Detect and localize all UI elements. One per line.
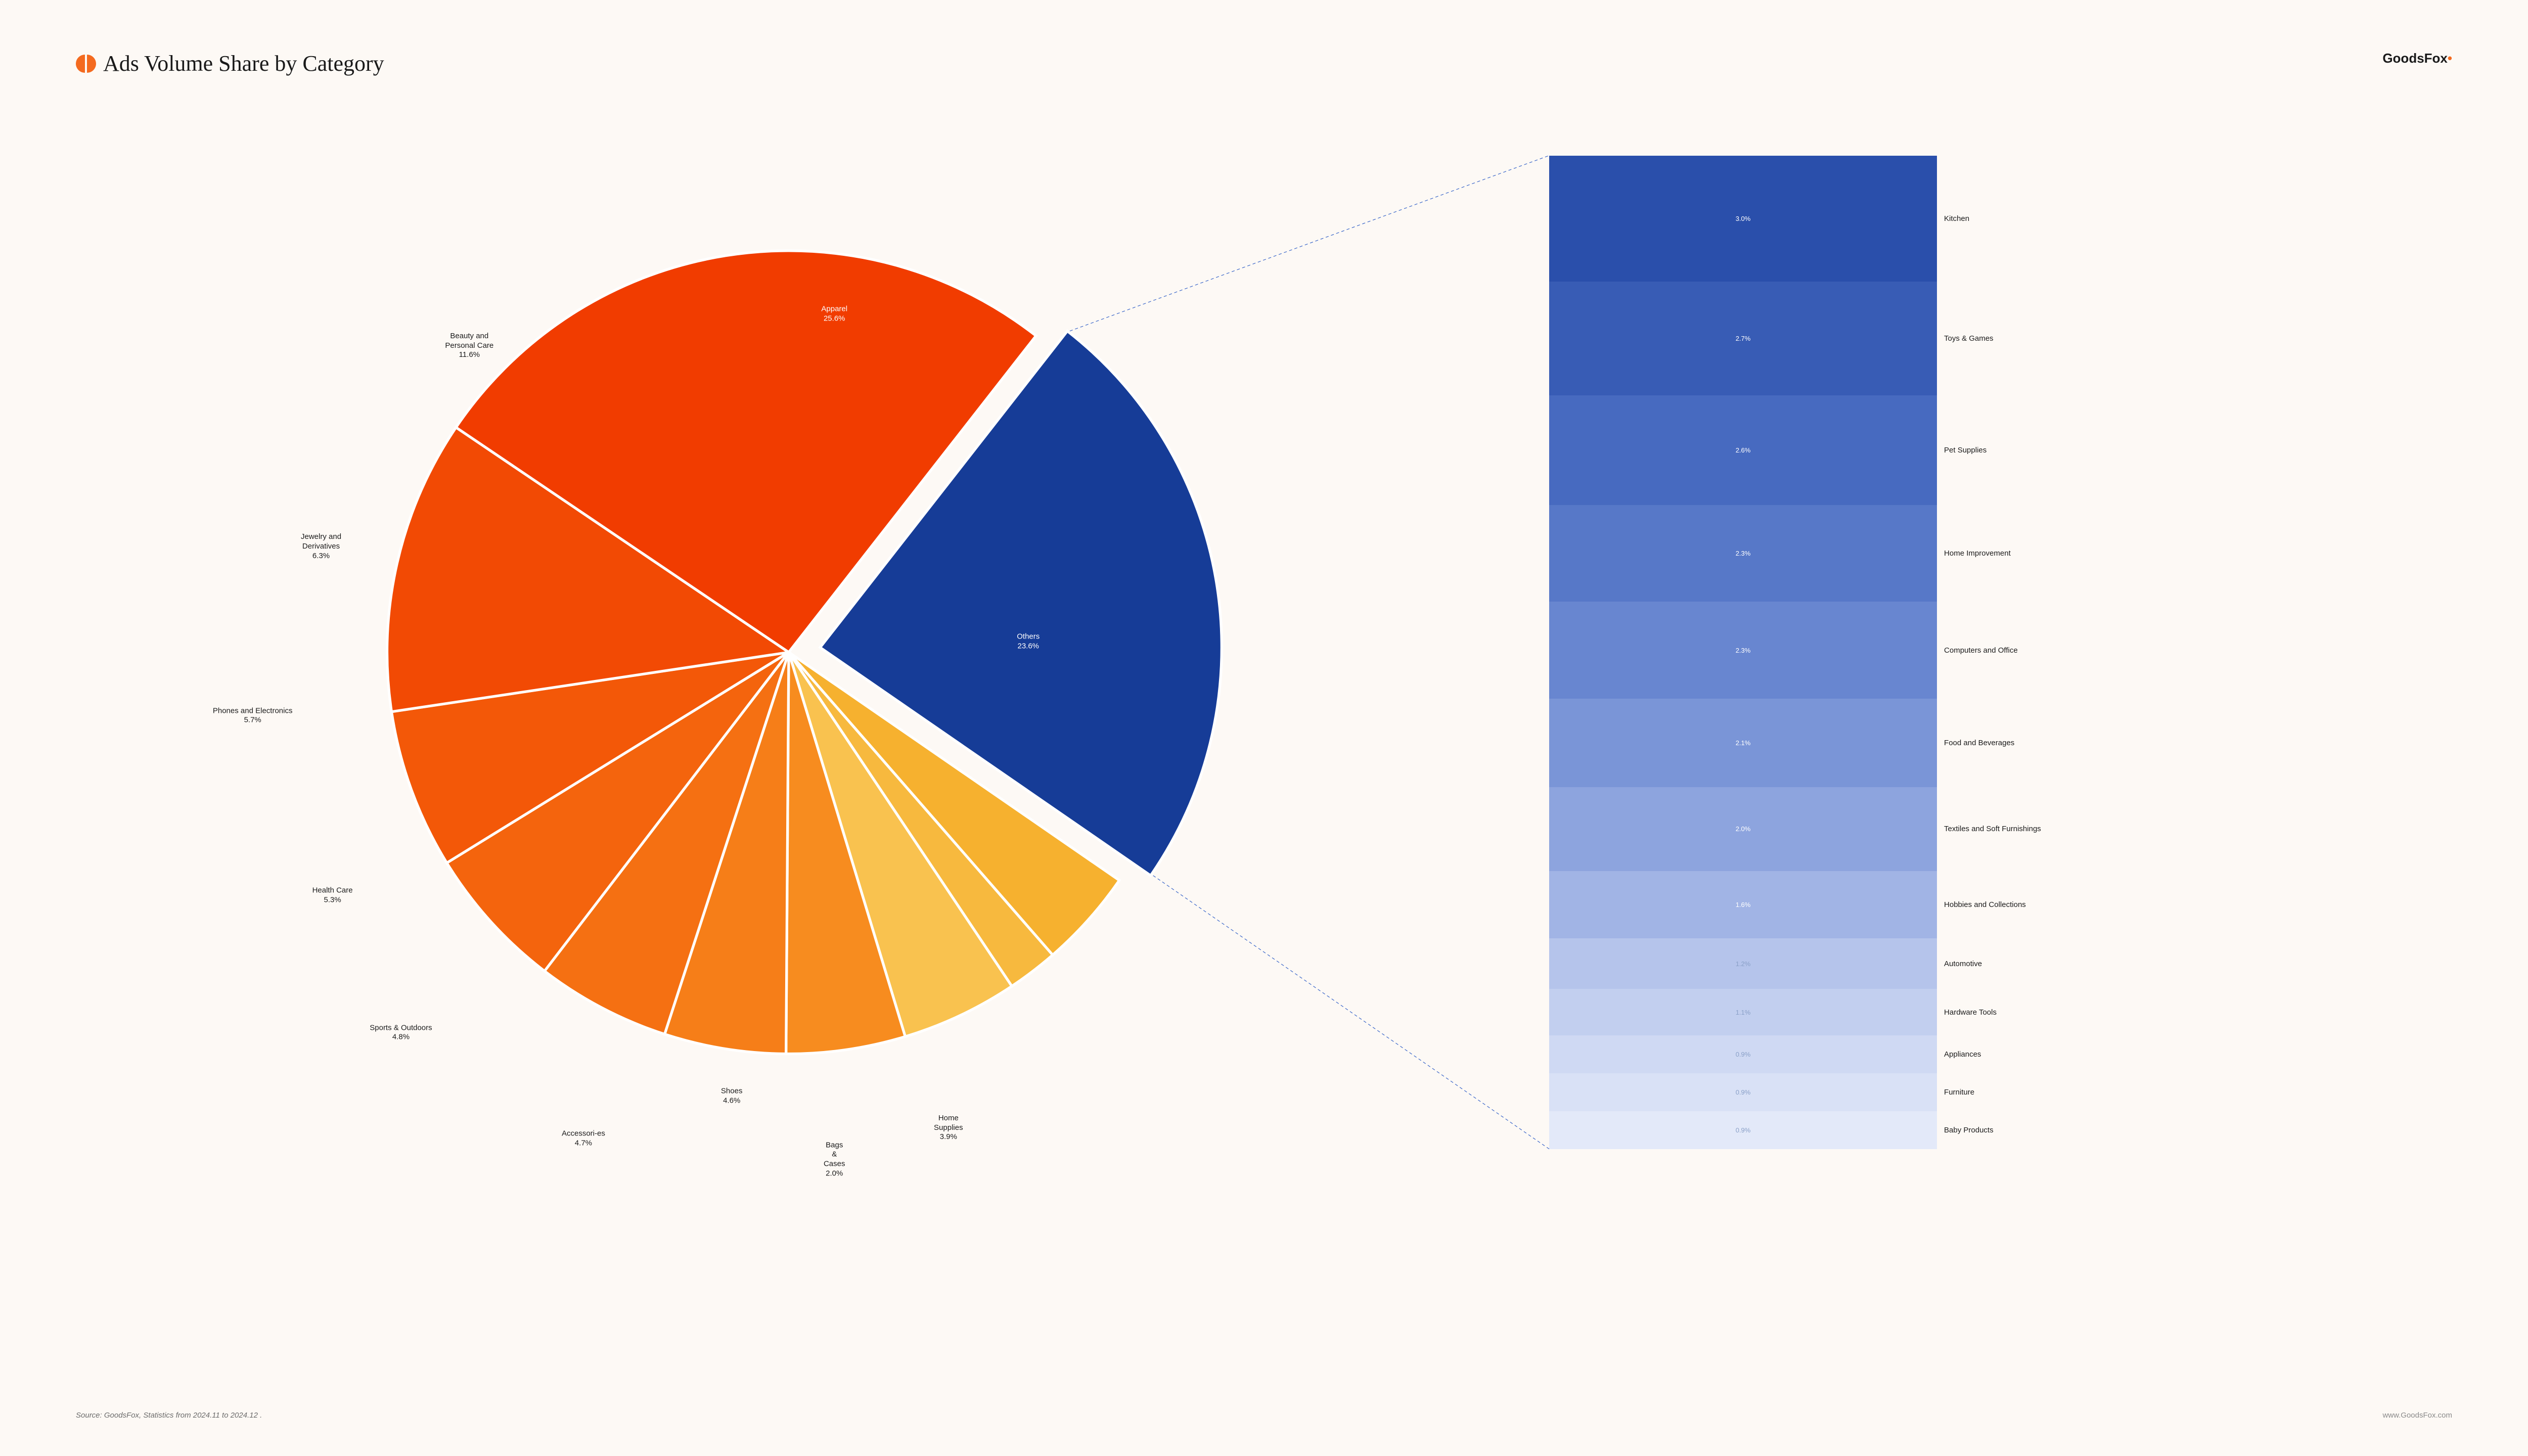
pie-slice-label: Bags&Cases2.0% (824, 1141, 845, 1178)
breakdown-row: 2.3%Computers and Office (1549, 602, 2357, 699)
chart-title: Ads Volume Share by Category (103, 51, 384, 76)
pie-chart: Others23.6% HomeSupplies3.9% Bags&Cases2.0… (218, 124, 1359, 1180)
breakdown-bar: 2.3% (1549, 602, 1937, 699)
pie-slice-label: Others23.6% (1017, 632, 1040, 652)
title-block: Ads Volume Share by Category (76, 51, 384, 76)
others-breakdown-bars: 3.0%Kitchen2.7%Toys & Games2.6%Pet Suppl… (1549, 156, 2357, 1149)
breakdown-row: 2.1%Food and Beverages (1549, 699, 2357, 787)
pie-slice-label: HomeSupplies3.9% (934, 1114, 963, 1142)
url-text: www.GoodsFox.com (2382, 1411, 2452, 1420)
brand-text: GoodsFox (2382, 51, 2448, 66)
breakdown-label: Hobbies and Collections (1937, 900, 2026, 909)
breakdown-bar: 2.7% (1549, 282, 1937, 395)
breakdown-row: 2.6%Pet Supplies (1549, 395, 2357, 505)
breakdown-bar: 3.0% (1549, 156, 1937, 282)
breakdown-label: Pet Supplies (1937, 446, 1987, 454)
breakdown-row: 0.9%Appliances (1549, 1035, 2357, 1073)
breakdown-bar: 2.0% (1549, 787, 1937, 872)
breakdown-row: 1.1%Hardware Tools (1549, 989, 2357, 1035)
breakdown-row: 1.6%Hobbies and Collections (1549, 871, 2357, 938)
breakdown-bar: 0.9% (1549, 1073, 1937, 1111)
breakdown-row: 3.0%Kitchen (1549, 156, 2357, 282)
pie-slice-label: Accessori-es4.7% (562, 1129, 605, 1148)
footer: Source: GoodsFox, Statistics from 2024.1… (76, 1411, 2452, 1420)
breakdown-label: Kitchen (1937, 214, 1969, 223)
breakdown-bar: 2.3% (1549, 505, 1937, 602)
pie-slice-label: Sports & Outdoors4.8% (370, 1023, 432, 1042)
header: Ads Volume Share by Category GoodsFox• (76, 51, 2452, 76)
chart-container: Ads Volume Share by Category GoodsFox• O… (0, 0, 2528, 1456)
brand-logo: GoodsFox• (2382, 51, 2452, 66)
breakdown-bar: 1.2% (1549, 938, 1937, 989)
breakdown-bar: 0.9% (1549, 1111, 1937, 1149)
breakdown-row: 2.3%Home Improvement (1549, 505, 2357, 602)
pie-slice-label: Jewelry andDerivatives6.3% (301, 532, 341, 561)
logo-icon (76, 54, 96, 74)
pie-slice-label: Phones and Electronics5.7% (213, 706, 293, 725)
breakdown-bar: 2.1% (1549, 699, 1937, 787)
breakdown-row: 2.7%Toys & Games (1549, 282, 2357, 395)
breakdown-label: Furniture (1937, 1088, 1974, 1097)
breakdown-row: 2.0%Textiles and Soft Furnishings (1549, 787, 2357, 872)
breakdown-label: Baby Products (1937, 1126, 1994, 1134)
breakdown-label: Textiles and Soft Furnishings (1937, 825, 2041, 833)
breakdown-label: Food and Beverages (1937, 739, 2014, 747)
breakdown-label: Automotive (1937, 960, 1982, 968)
breakdown-label: Home Improvement (1937, 549, 2011, 558)
pie-slice-label: Apparel25.6% (821, 305, 847, 324)
breakdown-bar: 1.1% (1549, 989, 1937, 1035)
breakdown-label: Appliances (1937, 1050, 1981, 1059)
breakdown-label: Hardware Tools (1937, 1008, 1997, 1017)
breakdown-bar: 0.9% (1549, 1035, 1937, 1073)
pie-slice-label: Health Care5.3% (312, 886, 353, 905)
breakdown-label: Toys & Games (1937, 334, 1994, 343)
breakdown-row: 1.2%Automotive (1549, 938, 2357, 989)
breakdown-row: 0.9%Furniture (1549, 1073, 2357, 1111)
breakdown-row: 0.9%Baby Products (1549, 1111, 2357, 1149)
breakdown-bar: 2.6% (1549, 395, 1937, 505)
chart-area: Others23.6% HomeSupplies3.9% Bags&Cases2.0… (76, 124, 2452, 1180)
source-text: Source: GoodsFox, Statistics from 2024.1… (76, 1411, 262, 1420)
pie-slice-label: Shoes4.6% (721, 1086, 743, 1106)
breakdown-label: Computers and Office (1937, 646, 2018, 655)
pie-slice-label: Beauty andPersonal Care11.6% (445, 332, 493, 360)
breakdown-bar: 1.6% (1549, 871, 1937, 938)
